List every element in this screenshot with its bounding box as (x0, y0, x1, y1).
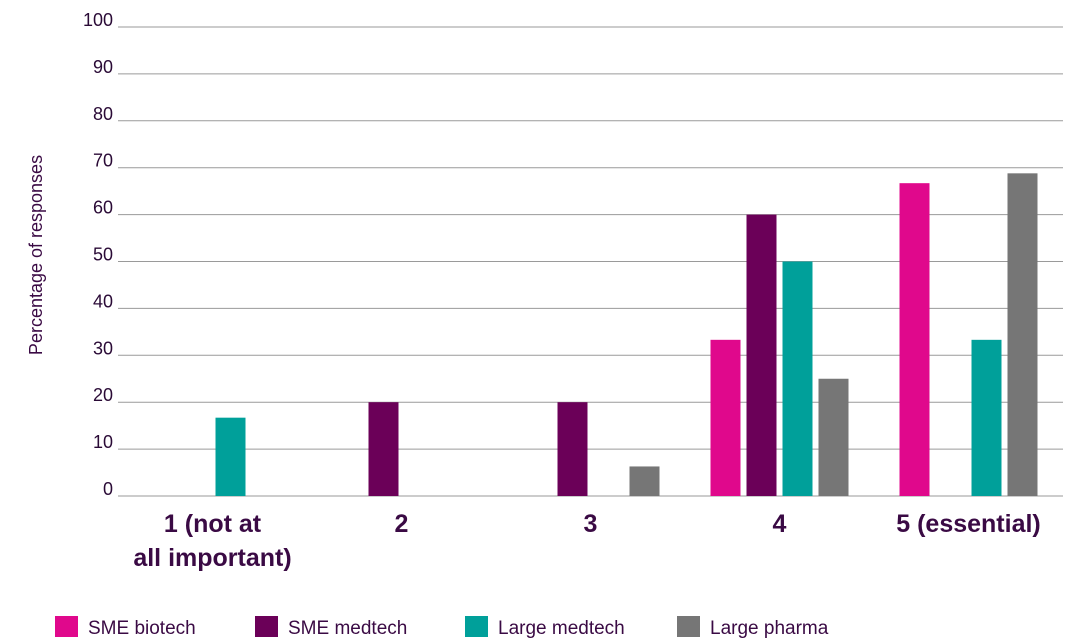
x-category-label: 4 (773, 510, 787, 538)
y-tick-label: 100 (83, 10, 113, 30)
legend-swatch (255, 616, 278, 637)
legend-swatch (465, 616, 488, 637)
bar (782, 261, 813, 496)
y-tick-label: 0 (103, 479, 113, 499)
x-category-label: 1 (not at all important) (133, 510, 291, 572)
bar (1007, 173, 1038, 496)
y-tick-label: 30 (93, 338, 113, 358)
legend-label: Large pharma (710, 618, 829, 639)
y-axis-ticks: 0 10 20 30 40 50 60 70 80 90 100 (83, 10, 113, 499)
x-category-label: 2 (395, 510, 409, 538)
x-category-label: 5 (essential) (896, 510, 1041, 538)
legend-swatch (55, 616, 78, 637)
y-tick-label: 60 (93, 198, 113, 218)
y-axis-label: Percentage of responses (26, 155, 46, 355)
bar (710, 339, 741, 496)
gridlines (118, 26, 1063, 497)
x-category-label-line: 5 (essential) (896, 510, 1041, 538)
x-category-label: 3 (584, 510, 598, 538)
legend-label: SME biotech (88, 618, 196, 639)
bar (557, 402, 588, 496)
x-category-label-line: 4 (773, 510, 787, 538)
y-tick-label: 40 (93, 291, 113, 311)
bar (971, 339, 1002, 496)
y-tick-label: 10 (93, 432, 113, 452)
x-category-label-line: 1 (not at (164, 510, 262, 538)
x-category-label-line: all important) (133, 544, 291, 572)
bar (629, 466, 660, 496)
legend: SME biotech SME medtech Large medtech Large… (55, 616, 829, 639)
legend-label: Large medtech (498, 618, 625, 639)
bar (215, 417, 246, 496)
x-category-label-line: 3 (584, 510, 598, 538)
x-axis-categories: 1 (not at all important) 2 3 4 5 (essential) (133, 510, 1040, 572)
x-category-label-line: 2 (395, 510, 409, 538)
bar (746, 214, 777, 496)
y-tick-label: 80 (93, 104, 113, 124)
y-tick-label: 50 (93, 245, 113, 265)
bar (899, 183, 930, 496)
bar (818, 378, 849, 496)
bars (215, 173, 1038, 496)
legend-label: SME medtech (288, 618, 407, 639)
legend-swatch (677, 616, 700, 637)
y-tick-label: 90 (93, 57, 113, 77)
y-tick-label: 20 (93, 385, 113, 405)
y-tick-label: 70 (93, 151, 113, 171)
bar (368, 402, 399, 496)
